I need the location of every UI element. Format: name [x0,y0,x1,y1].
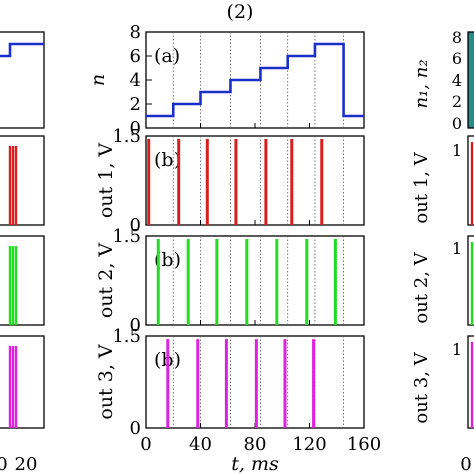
ytick-label: 0 [130,418,141,439]
left-xtick-fragment: 0 [0,454,8,474]
left-panel-frame [0,235,45,326]
xtick-label: 40 [189,434,212,455]
left-cropped-panels [0,31,45,429]
ytick-label: 0 [130,315,141,336]
ylabel: out 3, V [95,344,117,420]
ytick-label: 6 [130,46,141,67]
xtick-label: 80 [244,434,267,455]
ytick-label: 0 [130,215,141,236]
right-panel-frame [467,31,474,129]
ytick-label: 0 [130,118,141,139]
panel-label: (b) [154,149,181,171]
xtick-label: 0 [140,434,151,455]
right-cropped-panels [467,31,474,429]
right-ylabel-out2: out 2, V [411,251,432,323]
xlabel: t, ms [231,453,279,474]
left-panel-frame [0,135,45,226]
right-ytick-4: 4 [452,71,462,90]
right-ytick-6: 6 [452,49,462,68]
ylabel: n [87,74,109,86]
ytick-label: 1.5 [112,126,141,147]
ytick-label: 8 [130,22,141,43]
right-ytick-out1: 1 [452,141,462,160]
ytick-label: 1.5 [112,226,141,247]
panel-label: (a) [154,45,180,67]
figure-title: (2) [227,1,254,23]
left-panel-frame [0,335,45,429]
left-panel-frame [0,31,45,129]
right-ytick-out3: 1 [452,340,462,359]
right-ytick-out2: 1 [452,239,462,258]
ytick-label: 2 [130,94,141,115]
right-ytick-2: 2 [452,92,462,111]
panel-label: (b) [154,249,181,271]
right-ytick-0: 0 [452,114,462,133]
step-series-line [146,42,364,118]
ylabel: out 1, V [95,143,117,219]
right-ylabel-out1: out 1, V [411,151,432,223]
ytick-label: 4 [130,70,141,91]
right-ytick-8: 8 [452,28,462,47]
ytick-label: 1.5 [112,326,141,347]
left-xtick-label: 20 [15,454,38,474]
right-ylabel-n1n2: n₁, n₂ [411,59,432,108]
right-xtick-0: 0 [460,454,471,474]
panel-n: 0 2 4 6 8 n (a) [87,22,365,139]
xtick-label: 160 [347,434,381,455]
ylabel: out 2, V [95,243,117,319]
xtick-label: 120 [292,434,326,455]
right-ylabel-out3: out 3, V [411,351,432,423]
left-step-line [0,42,44,58]
